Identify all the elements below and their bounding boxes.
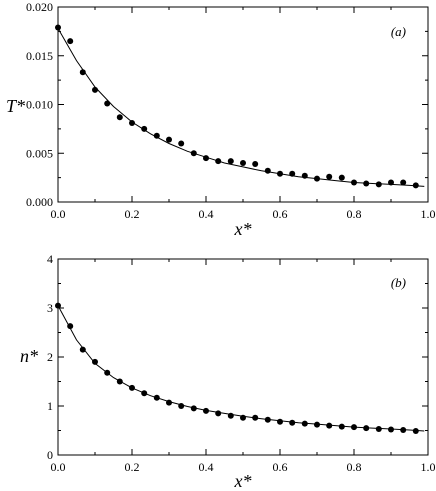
- data-point: [289, 419, 296, 426]
- data-point: [326, 422, 333, 429]
- y-tick-label: 1: [47, 399, 53, 413]
- y-tick-label: 0.015: [26, 49, 53, 63]
- x-tick-label: 0.2: [125, 207, 140, 221]
- x-tick-label: 0.8: [347, 207, 362, 221]
- x-axis-title: x*: [234, 219, 252, 239]
- fit-curve: [57, 28, 425, 187]
- y-tick-label: 0.005: [26, 146, 53, 160]
- data-point: [326, 173, 333, 180]
- data-point: [153, 132, 160, 139]
- data-point: [240, 160, 246, 166]
- data-point: [277, 418, 283, 425]
- tick-labels: 0.0 0.2 0.4 0.6 0.8 1.0 0.000 0.005 0.010 0.015 0.…: [26, 0, 436, 221]
- y-axis-title: n*: [20, 346, 38, 366]
- axis-ticks: [57, 6, 429, 203]
- x-axis-title: x*: [234, 471, 252, 491]
- fit-curve: [57, 305, 425, 432]
- series-layer: [55, 302, 425, 434]
- plot-frame: [57, 6, 429, 203]
- data-point: [264, 167, 271, 174]
- y-tick-label: 2: [47, 350, 53, 364]
- y-tick-label: 0.010: [26, 98, 53, 112]
- data-point: [67, 38, 74, 45]
- tick-labels: 0.0 0.2 0.4 0.6 0.8 1.0 0 1 2 3 4: [47, 252, 436, 474]
- data-point: [166, 136, 172, 143]
- x-tick-label: 0.8: [347, 460, 362, 474]
- x-tick-label: 0.0: [51, 207, 66, 221]
- data-point: [178, 140, 185, 147]
- y-tick-label: 4: [47, 252, 53, 266]
- data-point: [215, 410, 222, 417]
- series-layer: [55, 24, 425, 189]
- data-point: [116, 114, 123, 121]
- y-tick-label: 0: [47, 448, 53, 462]
- x-tick-label: 0.6: [273, 207, 288, 221]
- panel-b-density: 0.0 0.2 0.4 0.6 0.8 1.0 0 1 2 3 4 (b) x* n*: [20, 252, 436, 491]
- data-point: [190, 405, 197, 412]
- x-tick-label: 0.6: [273, 460, 288, 474]
- plot-frame: [57, 258, 429, 456]
- y-tick-label: 0.020: [26, 0, 53, 14]
- data-point: [400, 179, 407, 186]
- data-point: [129, 120, 135, 126]
- data-point: [92, 358, 98, 365]
- x-tick-label: 0.2: [125, 460, 140, 474]
- y-tick-label: 3: [47, 301, 53, 315]
- panel-a-temperature: 0.0 0.2 0.4 0.6 0.8 1.0 0.000 0.005 0.010 0.015 0.…: [6, 0, 436, 239]
- data-point: [375, 181, 382, 188]
- x-tick-label: 0.4: [199, 207, 214, 221]
- data-point: [79, 346, 86, 353]
- data-point: [375, 426, 382, 432]
- y-tick-label: 0.000: [26, 195, 53, 209]
- data-point: [79, 69, 86, 76]
- x-tick-label: 0.4: [199, 460, 214, 474]
- x-tick-label: 0.0: [51, 460, 66, 474]
- panel-label: (b): [391, 275, 406, 290]
- data-point: [55, 24, 61, 31]
- data-point: [412, 428, 419, 434]
- panel-label: (a): [391, 24, 406, 39]
- x-tick-label: 1.0: [421, 460, 436, 474]
- y-axis-title: T*: [6, 96, 25, 116]
- data-point: [338, 174, 345, 181]
- x-tick-label: 1.0: [421, 207, 436, 221]
- axis-ticks: [57, 258, 429, 456]
- data-point: [252, 161, 259, 167]
- data-point: [227, 158, 234, 165]
